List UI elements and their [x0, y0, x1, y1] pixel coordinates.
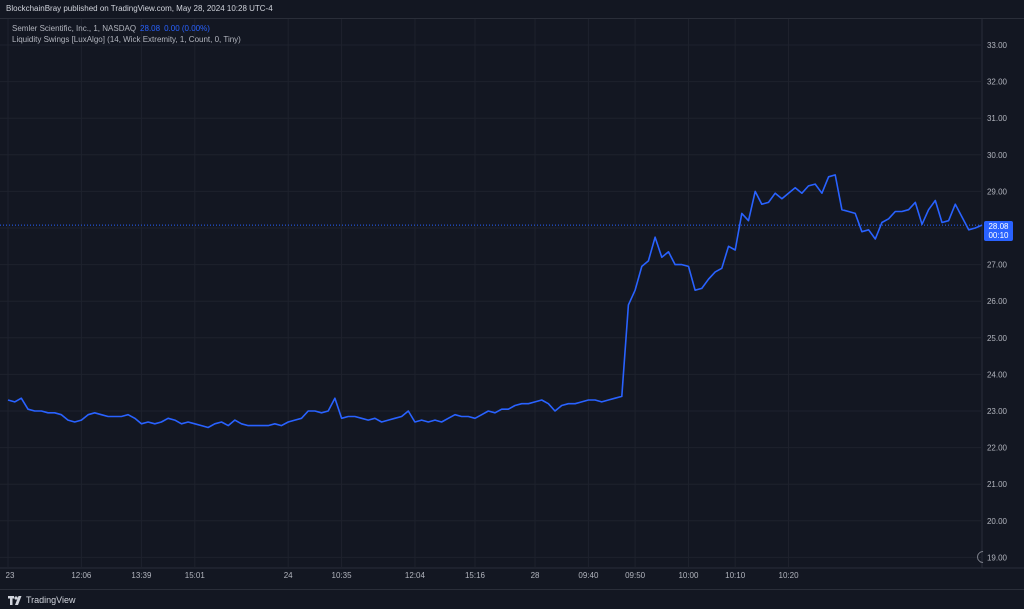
legend-last-price: 28.08: [140, 24, 161, 33]
y-tick-label: 31.00: [987, 114, 1008, 123]
tradingview-brand[interactable]: TradingView: [8, 595, 76, 605]
x-tick-label: 10:20: [779, 571, 800, 580]
indicator-legend: Liquidity Swings [LuxAlgo] (14, Wick Ext…: [12, 35, 241, 44]
published-bar: BlockchainBray published on TradingView.…: [0, 0, 1024, 19]
last-price-label: 28.08 00:10: [984, 221, 1013, 241]
symbol-title: Semler Scientific, Inc., 1, NASDAQ: [12, 24, 137, 33]
y-tick-label: 23.00: [987, 407, 1008, 416]
y-tick-label: 27.00: [987, 261, 1008, 270]
y-tick-label: 29.00: [987, 187, 1008, 196]
y-tick-label: 19.00: [987, 553, 1008, 562]
x-tick-label: 12:06: [71, 571, 92, 580]
x-tick-label: 10:10: [725, 571, 746, 580]
y-tick-label: 22.00: [987, 444, 1008, 453]
y-tick-label: 20.00: [987, 517, 1008, 526]
x-tick-label: 09:40: [578, 571, 599, 580]
footer-bar: TradingView: [0, 589, 1024, 609]
y-tick-label: 25.00: [987, 334, 1008, 343]
x-tick-label: 24: [284, 571, 293, 580]
symbol-legend: Semler Scientific, Inc., 1, NASDAQ 28.08 0…: [12, 24, 210, 33]
y-tick-label: 32.00: [987, 78, 1008, 87]
x-tick-label: 28: [531, 571, 540, 580]
published-text: BlockchainBray published on TradingView.…: [6, 4, 273, 13]
legend-change: 0.00 (0.00%): [164, 24, 210, 33]
indicator-title: Liquidity Swings [LuxAlgo] (14, Wick Ext…: [12, 35, 241, 44]
y-tick-label: 21.00: [987, 480, 1008, 489]
y-tick-label: 24.00: [987, 370, 1008, 379]
tradingview-logo-icon: [8, 595, 22, 605]
x-tick-label: 15:16: [465, 571, 486, 580]
x-tick-label: 09:50: [625, 571, 646, 580]
x-tick-label: 23: [6, 571, 15, 580]
x-tick-label: 12:04: [405, 571, 426, 580]
price-series-line: [7, 174, 983, 429]
x-tick-label: 10:35: [332, 571, 353, 580]
x-tick-label: 10:00: [678, 571, 699, 580]
x-tick-label: 15:01: [185, 571, 206, 580]
bar-countdown: 00:10: [988, 231, 1009, 240]
y-tick-label: 33.00: [987, 41, 1008, 50]
x-tick-label: 13:39: [131, 571, 152, 580]
y-tick-label: 30.00: [987, 151, 1008, 160]
last-price-value: 28.08: [988, 222, 1009, 231]
y-tick-label: 26.00: [987, 297, 1008, 306]
brand-name: TradingView: [26, 595, 76, 605]
